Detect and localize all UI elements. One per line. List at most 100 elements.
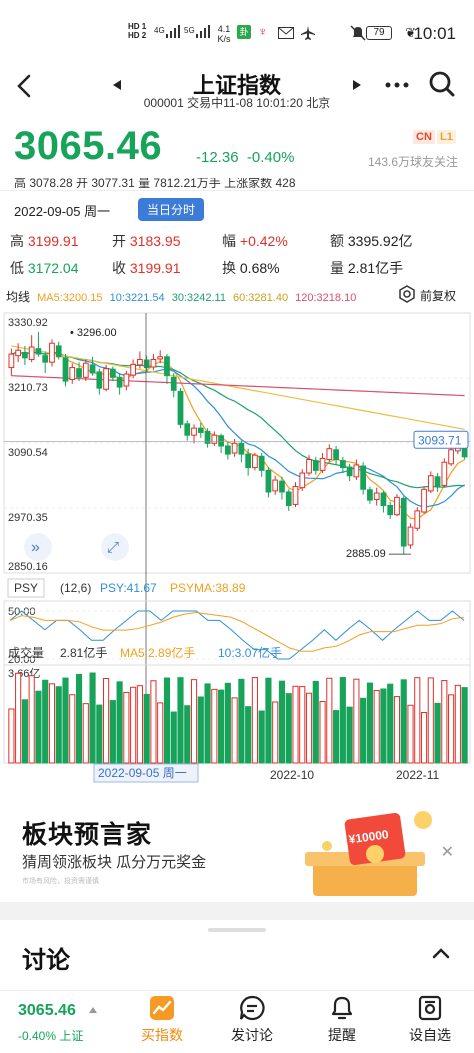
network-speed: 4.1 K/s	[217, 24, 231, 44]
candle-body	[42, 355, 49, 363]
candle-body	[306, 459, 312, 474]
candle-body	[170, 376, 177, 391]
close-icon[interactable]: ✕	[440, 844, 454, 861]
detail-date: 2022-09-05 周一	[14, 204, 111, 219]
candle-body	[407, 526, 414, 546]
status-time: 10:01	[413, 24, 456, 43]
chevron-up-icon[interactable]	[432, 947, 450, 959]
volume-bar	[360, 697, 367, 764]
volume-bar	[305, 692, 313, 764]
market-badge-cn: CN	[413, 130, 435, 144]
more-dots-icon[interactable]	[385, 82, 409, 88]
detail-item: 幅 +0.42%	[222, 231, 288, 251]
candle-body	[211, 434, 218, 444]
detail-value: 3172.04	[27, 260, 79, 276]
ma30-value: 30:3242.11	[171, 292, 226, 304]
kline-chart[interactable]: 3330.92 3210.73 3090.54 2970.35 2850.16 • 329…	[0, 305, 474, 795]
candle-body	[143, 359, 150, 369]
volume-bar	[278, 680, 286, 764]
quote-stats-row-partial: 高 3078.28 开 3077.31 量 7812.21万手 上涨家数 428	[14, 178, 296, 188]
alert-button[interactable]: 提醒	[307, 995, 377, 1045]
candle-body	[394, 496, 400, 516]
volume-bar	[434, 702, 441, 764]
detail-value: 3199.91	[129, 260, 181, 276]
candle-body	[177, 390, 184, 425]
search-icon[interactable]	[428, 70, 456, 98]
intraday-button[interactable]: 当日分时	[138, 198, 205, 221]
volume-bar	[454, 684, 461, 764]
status-bar: HD 1 HD 2 4G 5G 4.1 K/s 卦 ♆ 79 ❦ 10:01	[0, 0, 474, 60]
ma10-value: 10:3221.54	[109, 292, 165, 304]
candle-body	[285, 491, 292, 506]
airplane-icon	[301, 26, 315, 40]
psy-params: (12,6)	[60, 581, 91, 595]
add-watchlist-button[interactable]: 设自选	[395, 995, 465, 1045]
drag-handle[interactable]	[208, 928, 266, 932]
chevron-left-icon[interactable]	[16, 74, 32, 98]
volume-bar	[427, 677, 434, 764]
post-discussion-button[interactable]: 发讨论	[217, 995, 287, 1045]
candle-body	[427, 475, 434, 492]
candle-body	[380, 492, 387, 506]
candle-body	[15, 349, 22, 357]
adjust-mode[interactable]: 前复权	[420, 289, 457, 303]
network-5g-indicator: 5G	[184, 26, 195, 35]
candle-body	[69, 367, 76, 380]
candle-body	[197, 427, 204, 433]
triangle-right-icon[interactable]	[353, 80, 361, 90]
candle-body	[299, 472, 306, 489]
volume-bar	[136, 685, 143, 764]
candle-body	[103, 368, 109, 390]
psyma-line	[9, 612, 465, 652]
section-divider	[0, 902, 474, 920]
detail-value: 0.68%	[239, 260, 280, 276]
candle-body	[55, 345, 62, 358]
ma-legend: 均线 MA5:3200.15 10:3221.54 30:3242.11 60:…	[6, 288, 360, 305]
high-annotation: • 3296.00	[70, 327, 117, 339]
buy-index-button[interactable]: 买指数	[127, 995, 197, 1045]
candle-body	[157, 356, 164, 360]
volume-top-tick: 3.66亿	[8, 667, 40, 680]
triangle-up-icon	[89, 1007, 97, 1013]
candle-body	[414, 510, 421, 529]
candle-body	[224, 445, 231, 455]
mail-icon	[278, 27, 294, 39]
x-label-nov: 2022-11	[396, 768, 439, 782]
candle-body	[258, 455, 265, 471]
add-watchlist-icon	[418, 995, 442, 1021]
candle-body	[339, 460, 346, 469]
triangle-left-icon[interactable]	[113, 80, 121, 90]
promo-subtitle: 猜周领涨板块 瓜分万元奖金	[22, 854, 207, 871]
comment-icon	[239, 995, 265, 1021]
volume-bar	[204, 683, 211, 764]
detail-value: +0.42%	[239, 233, 288, 249]
volume-bar	[157, 702, 164, 764]
volume-bar	[326, 677, 333, 764]
cursor-date-box	[93, 763, 199, 783]
candle-body	[8, 353, 15, 369]
psy-value: PSY:41.67	[100, 581, 157, 595]
candle-body	[109, 368, 116, 378]
adjust-settings-icon[interactable]	[398, 285, 416, 303]
candle-body	[204, 430, 211, 444]
psy-label: PSY	[14, 581, 38, 595]
last-price-tag	[413, 430, 469, 449]
volume-bar	[42, 679, 49, 764]
volume-bar	[130, 686, 137, 764]
volume-bar	[373, 689, 380, 764]
candle-body	[319, 457, 326, 471]
volume-ma10: 10:3.07亿手	[218, 645, 282, 660]
candle-body	[191, 427, 197, 436]
volume-bar	[116, 681, 123, 764]
volume-bar	[387, 683, 394, 764]
index-price: 3065.46	[14, 124, 163, 168]
y-tick-label: 3090.54	[8, 447, 48, 459]
promo-prize: ¥10000	[348, 827, 390, 846]
volume-bar	[238, 678, 245, 764]
promo-gift-illustration: ¥10000	[305, 811, 432, 896]
detail-key: 开	[112, 233, 130, 249]
detail-value: 3183.95	[129, 233, 181, 249]
candle-body	[353, 464, 360, 478]
detail-key: 低	[10, 260, 28, 276]
add-watchlist-label: 设自选	[409, 1027, 451, 1043]
